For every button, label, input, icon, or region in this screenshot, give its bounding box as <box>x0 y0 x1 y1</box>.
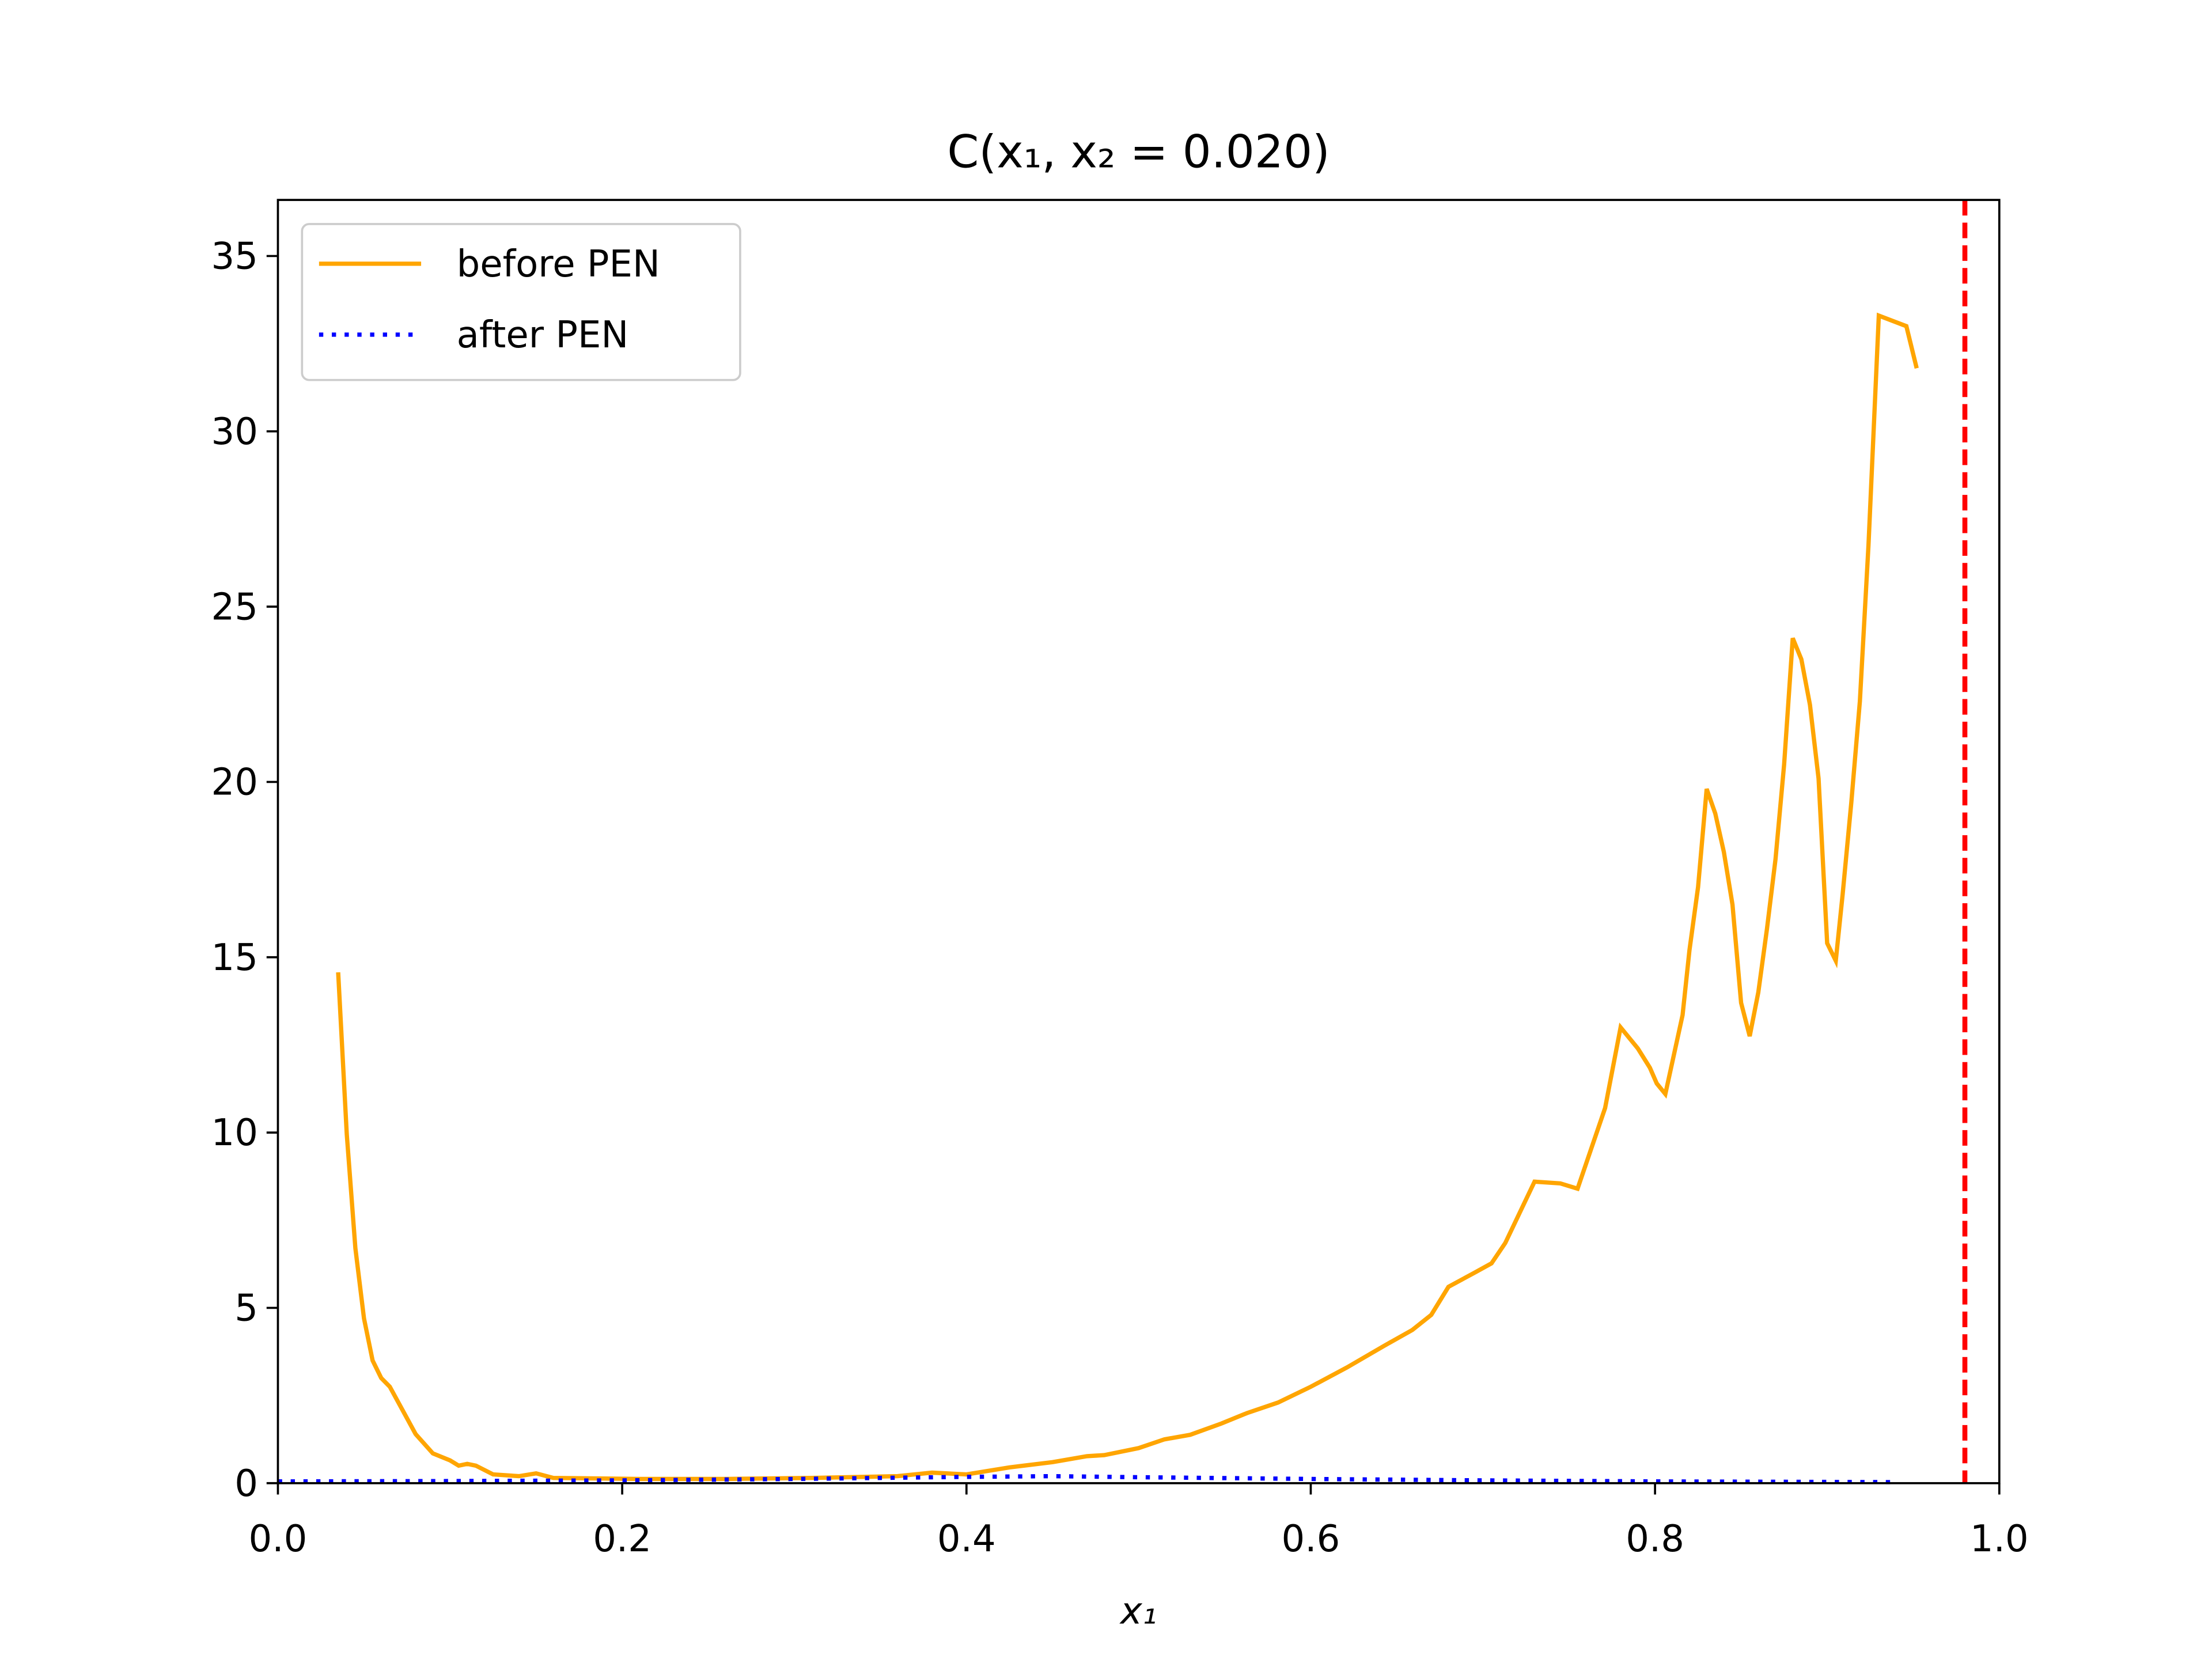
x-tick-label: 0.0 <box>249 1518 308 1560</box>
legend-label: after PEN <box>457 314 629 357</box>
plot-frame <box>276 199 2001 1484</box>
x-tick-label: 0.2 <box>593 1518 652 1560</box>
legend-label: before PEN <box>457 243 660 286</box>
x-tick-label: 0.6 <box>1282 1518 1340 1560</box>
line <box>336 312 1919 1482</box>
y-tick-label: 10 <box>211 1112 258 1154</box>
y-tick-label: 35 <box>211 236 258 278</box>
x-tick-label: 0.4 <box>937 1518 996 1560</box>
y-tick-label: 5 <box>234 1287 258 1330</box>
chart-title: C(x₁, x₂ = 0.020) <box>947 125 1330 178</box>
y-tick-label: 20 <box>211 762 258 804</box>
line <box>278 1474 1896 1484</box>
x-axis-label: x₁ <box>1119 1590 1157 1633</box>
y-tick-label: 30 <box>211 411 258 453</box>
y-tick-label: 25 <box>211 586 258 628</box>
x-tick-label: 0.8 <box>1626 1518 1684 1560</box>
x-tick-label: 1.0 <box>1970 1518 2029 1560</box>
y-tick-label: 0 <box>234 1463 258 1505</box>
y-tick-label: 15 <box>211 937 258 979</box>
